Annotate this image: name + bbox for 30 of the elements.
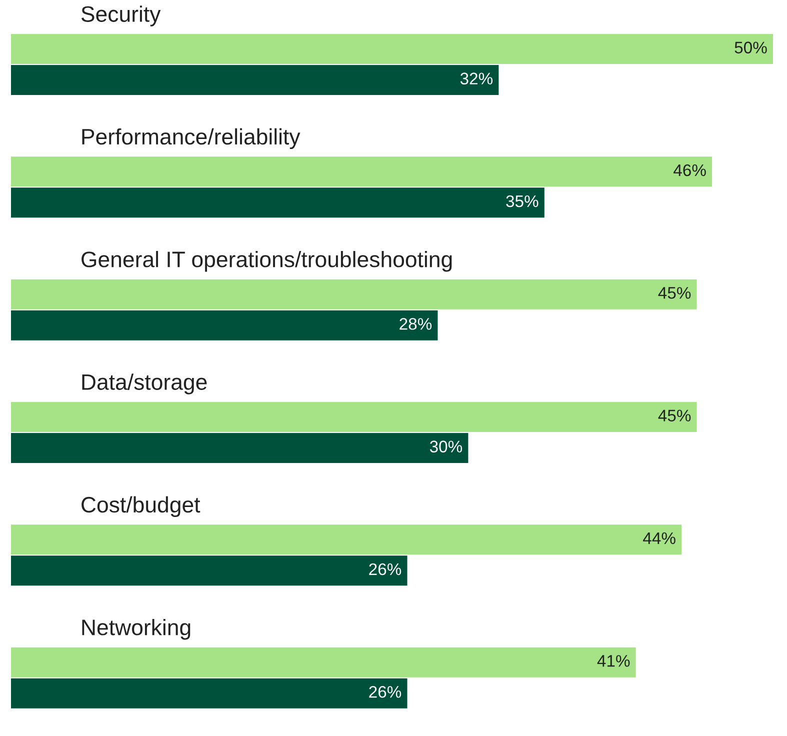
y-tick-label: General IT operations/troubleshooting — [82, 250, 452, 272]
bar — [11, 647, 636, 678]
y-tick-label: Performance/reliability — [82, 128, 300, 150]
y-tick-label: Cost/budget — [82, 496, 200, 518]
bar — [11, 156, 712, 187]
y-tick-label: Networking — [82, 618, 190, 640]
bar — [11, 34, 773, 64]
data-label: 35% — [506, 195, 538, 208]
bar — [11, 433, 468, 463]
data-label: 45% — [658, 287, 691, 299]
data-label: 50% — [734, 42, 767, 54]
data-label: 46% — [674, 164, 706, 176]
data-label: 45% — [658, 410, 691, 422]
data-label: 41% — [597, 655, 630, 667]
data-label: 26% — [369, 686, 402, 698]
bar — [11, 279, 697, 310]
bar — [11, 556, 408, 586]
bar — [11, 188, 544, 218]
bar — [11, 678, 408, 708]
bar — [11, 65, 499, 95]
bar — [11, 524, 682, 555]
y-tick-label: Data/storage — [82, 374, 207, 394]
data-label: 28% — [400, 318, 432, 330]
bar — [11, 310, 438, 340]
data-label: 30% — [430, 440, 462, 452]
bar — [11, 402, 697, 432]
data-label: 32% — [460, 72, 493, 84]
data-label: 26% — [369, 563, 402, 576]
y-tick-label: Security — [81, 6, 161, 26]
data-label: 44% — [643, 532, 676, 544]
